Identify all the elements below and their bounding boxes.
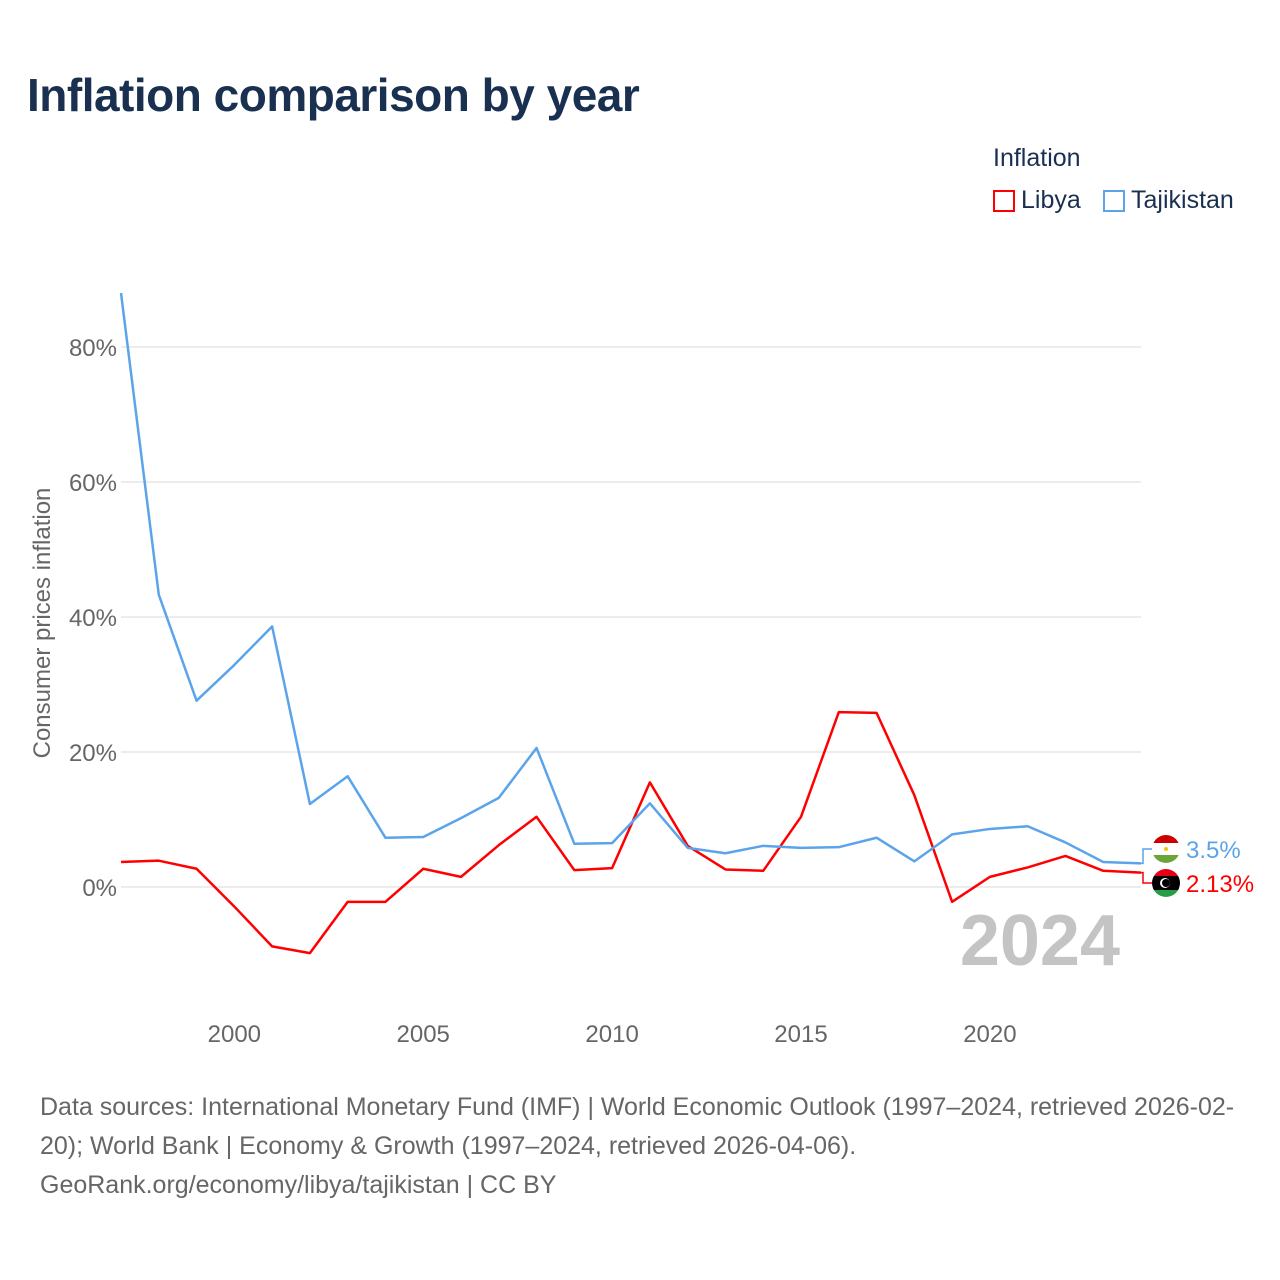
y-tick-label: 60%	[69, 470, 117, 497]
data-point-libya[interactable]	[419, 865, 427, 873]
data-point-libya[interactable]	[797, 813, 805, 821]
y-tick-label: 40%	[69, 605, 117, 632]
y-tick-label: 20%	[69, 740, 117, 767]
data-point-libya[interactable]	[570, 866, 578, 874]
data-point-tajikistan[interactable]	[381, 834, 389, 842]
data-point-libya[interactable]	[721, 865, 729, 873]
series-line-libya[interactable]	[120, 710, 1142, 955]
line-chart: 0%20%40%60%80%2000 2005 2010 2015 2020 2024 …	[29, 289, 1254, 1048]
end-value-label-libya: 2.13%	[1186, 871, 1254, 898]
data-point-libya[interactable]	[910, 791, 918, 799]
data-point-tajikistan[interactable]	[193, 697, 201, 705]
y-tick-label: 0%	[82, 875, 117, 902]
data-point-tajikistan[interactable]	[117, 289, 125, 297]
data-point-libya[interactable]	[1061, 852, 1069, 860]
data-point-tajikistan[interactable]	[684, 844, 692, 852]
data-point-tajikistan[interactable]	[948, 830, 956, 838]
data-point-libya[interactable]	[759, 867, 767, 875]
source-link[interactable]: GeoRank.org/economy/libya/tajikistan | C…	[40, 1171, 557, 1199]
legend-label-libya: Libya	[1021, 186, 1081, 214]
data-point-tajikistan[interactable]	[721, 849, 729, 857]
data-point-tajikistan[interactable]	[873, 834, 881, 842]
data-point-libya[interactable]	[457, 873, 465, 881]
data-point-tajikistan[interactable]	[797, 844, 805, 852]
x-tick-label: 2015	[774, 1021, 827, 1048]
data-point-tajikistan[interactable]	[155, 591, 163, 599]
series-line-tajikistan[interactable]	[119, 292, 1142, 865]
data-point-libya[interactable]	[155, 857, 163, 865]
x-tick-label: 2000	[208, 1021, 261, 1048]
data-point-libya[interactable]	[608, 864, 616, 872]
data-point-tajikistan[interactable]	[1061, 838, 1069, 846]
data-point-libya[interactable]	[948, 898, 956, 906]
data-point-tajikistan[interactable]	[268, 622, 276, 630]
data-point-tajikistan[interactable]	[457, 814, 465, 822]
data-point-libya[interactable]	[873, 709, 881, 717]
data-point-tajikistan[interactable]	[759, 842, 767, 850]
data-point-tajikistan[interactable]	[495, 794, 503, 802]
data-point-tajikistan[interactable]	[570, 840, 578, 848]
x-tick-label: 2005	[397, 1021, 450, 1048]
data-point-tajikistan[interactable]	[533, 744, 541, 752]
data-point-tajikistan[interactable]	[986, 825, 994, 833]
chart-title: Inflation comparison by year	[27, 69, 640, 121]
data-point-libya[interactable]	[835, 708, 843, 716]
data-point-libya[interactable]	[533, 813, 541, 821]
data-point-tajikistan[interactable]	[1099, 858, 1107, 866]
data-point-tajikistan[interactable]	[1024, 822, 1032, 830]
legend-item-tajikistan[interactable]: Tajikistan	[1103, 186, 1234, 215]
end-value-label-tajikistan: 3.5%	[1186, 837, 1241, 864]
data-point-tajikistan[interactable]	[835, 843, 843, 851]
flag-tajikistan-icon	[1152, 835, 1180, 863]
data-point-libya[interactable]	[986, 873, 994, 881]
data-point-libya[interactable]	[268, 942, 276, 950]
year-label: 2024	[960, 901, 1120, 981]
legend-item-libya[interactable]: Libya	[993, 186, 1081, 215]
data-point-libya[interactable]	[117, 858, 125, 866]
data-point-libya[interactable]	[230, 903, 238, 911]
data-point-tajikistan[interactable]	[306, 800, 314, 808]
data-point-tajikistan[interactable]	[230, 661, 238, 669]
data-point-libya[interactable]	[495, 841, 503, 849]
data-point-tajikistan[interactable]	[419, 833, 427, 841]
data-point-libya[interactable]	[1024, 863, 1032, 871]
y-axis-label: Consumer prices inflation	[29, 488, 56, 759]
source-text: Data sources: International Monetary Fun…	[40, 1093, 1235, 1160]
data-point-tajikistan[interactable]	[646, 799, 654, 807]
data-point-libya[interactable]	[646, 778, 654, 786]
data-point-tajikistan[interactable]	[344, 772, 352, 780]
legend-title: Inflation	[993, 144, 1081, 172]
x-tick-label: 2010	[585, 1021, 638, 1048]
end-connector-libya	[1141, 871, 1152, 884]
legend-swatch-libya	[993, 189, 1015, 212]
data-point-tajikistan[interactable]	[910, 857, 918, 865]
data-point-tajikistan[interactable]	[608, 839, 616, 847]
data-source-note: Data sources: International Monetary Fun…	[40, 1088, 1250, 1205]
data-point-libya[interactable]	[1099, 867, 1107, 875]
data-point-libya[interactable]	[193, 865, 201, 873]
legend-swatch-tajikistan	[1103, 189, 1125, 212]
legend-label-tajikistan: Tajikistan	[1131, 186, 1234, 214]
x-tick-label: 2020	[963, 1021, 1016, 1048]
end-connector-tajikistan	[1141, 848, 1152, 865]
data-point-libya[interactable]	[381, 898, 389, 906]
data-point-libya[interactable]	[344, 898, 352, 906]
flag-libya-icon	[1152, 869, 1180, 897]
y-tick-label: 80%	[69, 335, 117, 362]
data-point-libya[interactable]	[306, 949, 314, 957]
